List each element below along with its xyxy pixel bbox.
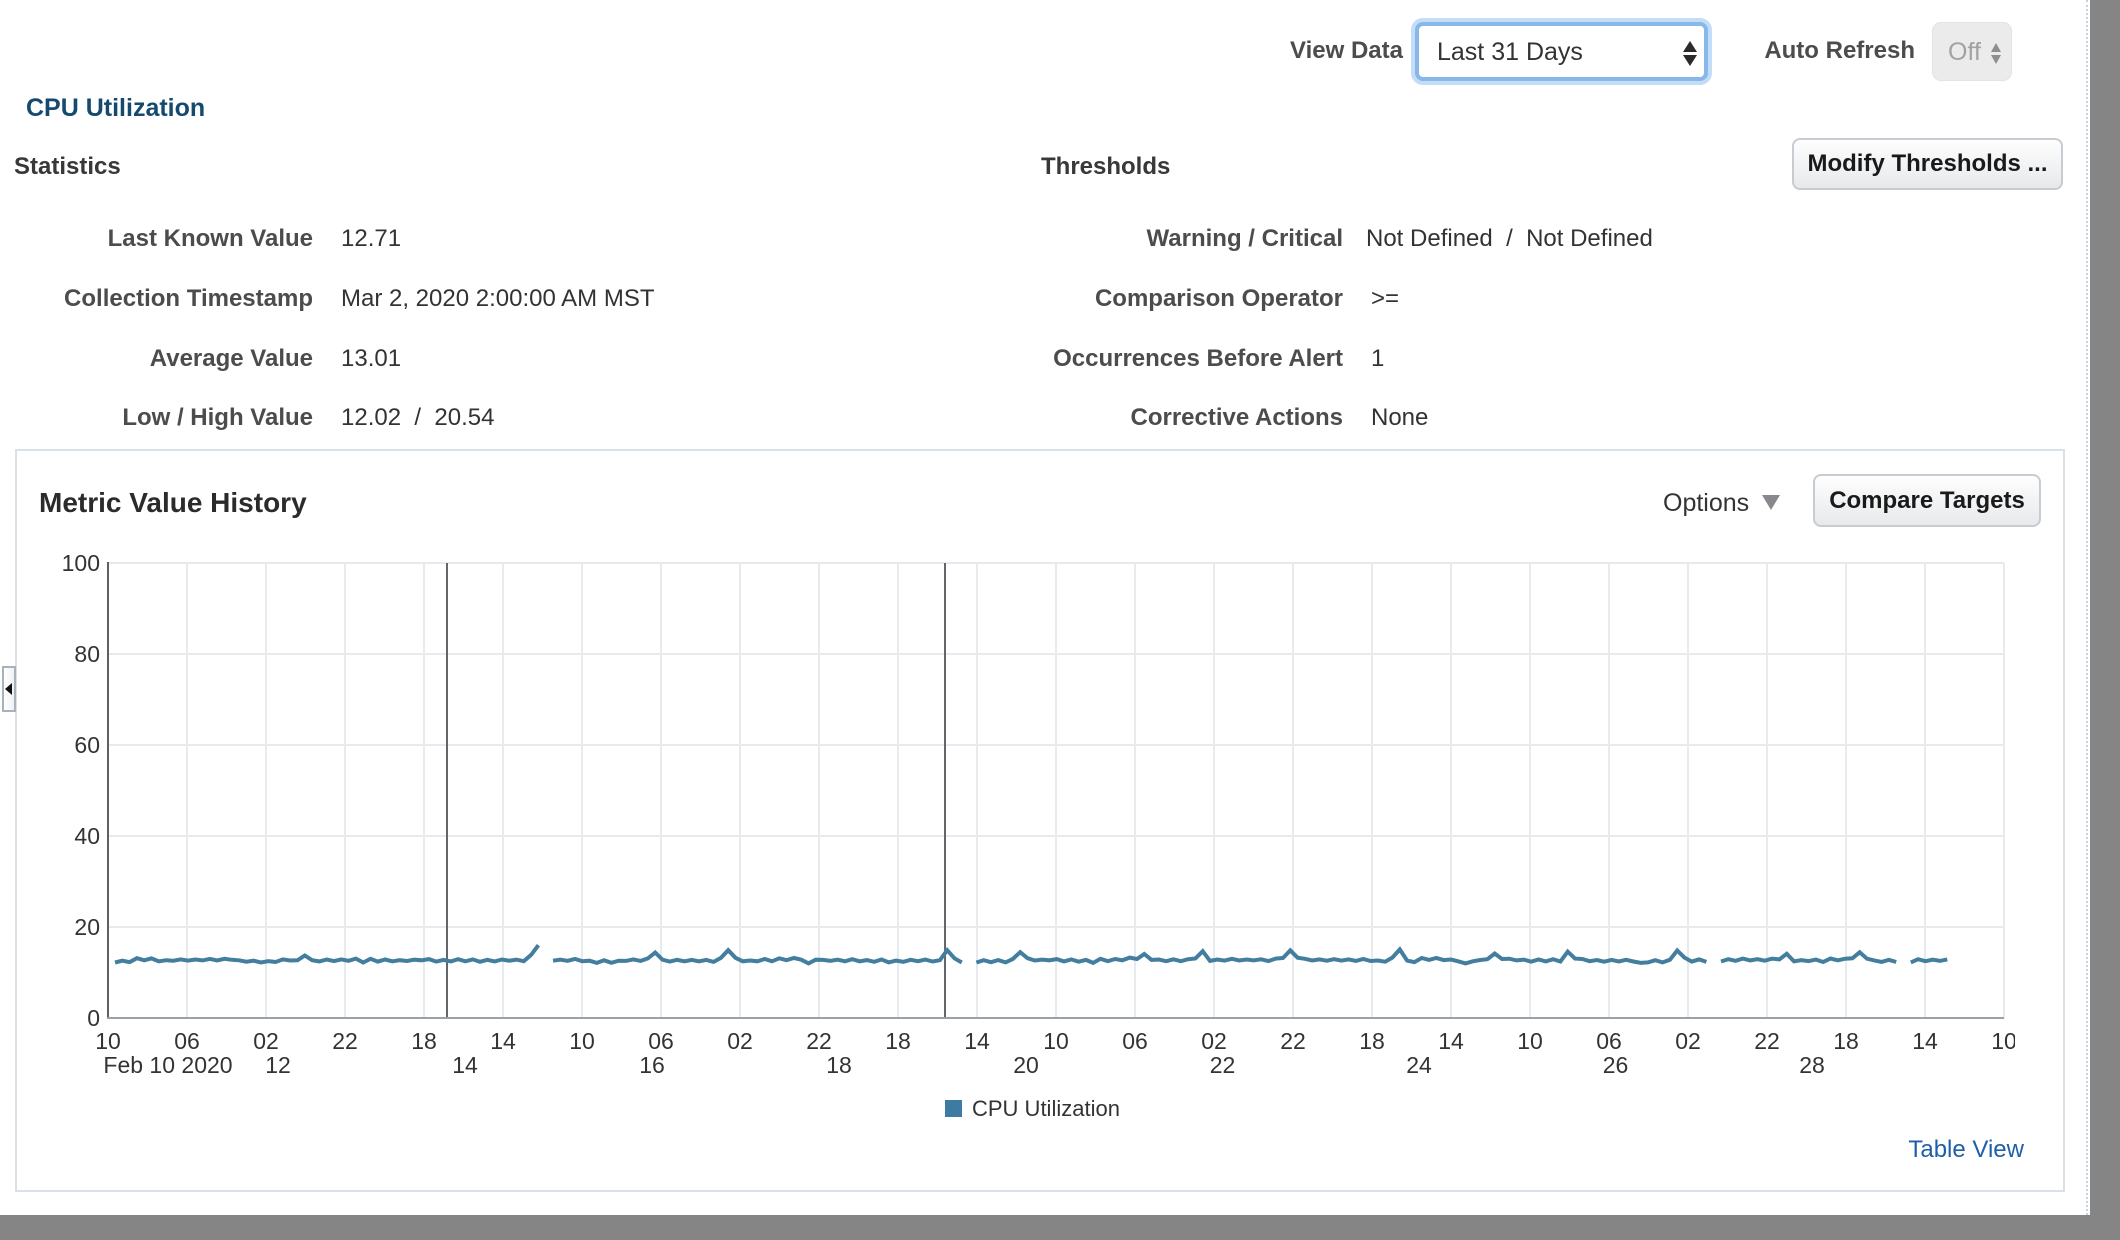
- svg-text:22: 22: [806, 1028, 832, 1054]
- svg-text:18: 18: [411, 1028, 437, 1054]
- svg-text:02: 02: [1675, 1028, 1701, 1054]
- svg-text:10: 10: [1991, 1028, 2015, 1054]
- svg-text:14: 14: [490, 1028, 516, 1054]
- svg-text:100: 100: [62, 550, 100, 576]
- svg-text:14: 14: [1438, 1028, 1464, 1054]
- svg-text:06: 06: [1122, 1028, 1148, 1054]
- svg-text:20: 20: [1013, 1052, 1039, 1078]
- svg-text:18: 18: [826, 1052, 852, 1078]
- svg-text:12: 12: [265, 1052, 291, 1078]
- svg-text:22: 22: [1210, 1052, 1236, 1078]
- svg-text:28: 28: [1799, 1052, 1825, 1078]
- svg-text:06: 06: [1596, 1028, 1622, 1054]
- svg-text:16: 16: [639, 1052, 665, 1078]
- svg-text:Feb 10 2020: Feb 10 2020: [103, 1052, 232, 1078]
- svg-text:26: 26: [1603, 1052, 1629, 1078]
- svg-text:10: 10: [1517, 1028, 1543, 1054]
- svg-text:20: 20: [74, 914, 100, 940]
- svg-text:60: 60: [74, 732, 100, 758]
- svg-text:22: 22: [1754, 1028, 1780, 1054]
- svg-text:22: 22: [1280, 1028, 1306, 1054]
- svg-text:80: 80: [74, 641, 100, 667]
- svg-text:10: 10: [569, 1028, 595, 1054]
- svg-text:02: 02: [253, 1028, 279, 1054]
- svg-text:24: 24: [1406, 1052, 1432, 1078]
- svg-text:40: 40: [74, 823, 100, 849]
- svg-text:18: 18: [1833, 1028, 1859, 1054]
- svg-text:02: 02: [1201, 1028, 1227, 1054]
- svg-text:22: 22: [332, 1028, 358, 1054]
- svg-text:02: 02: [727, 1028, 753, 1054]
- svg-text:06: 06: [174, 1028, 200, 1054]
- svg-text:0: 0: [87, 1005, 100, 1031]
- svg-text:18: 18: [1359, 1028, 1385, 1054]
- svg-text:14: 14: [964, 1028, 990, 1054]
- svg-text:14: 14: [1912, 1028, 1938, 1054]
- svg-text:10: 10: [95, 1028, 121, 1054]
- svg-text:18: 18: [885, 1028, 911, 1054]
- svg-text:10: 10: [1043, 1028, 1069, 1054]
- svg-text:14: 14: [452, 1052, 478, 1078]
- svg-text:06: 06: [648, 1028, 674, 1054]
